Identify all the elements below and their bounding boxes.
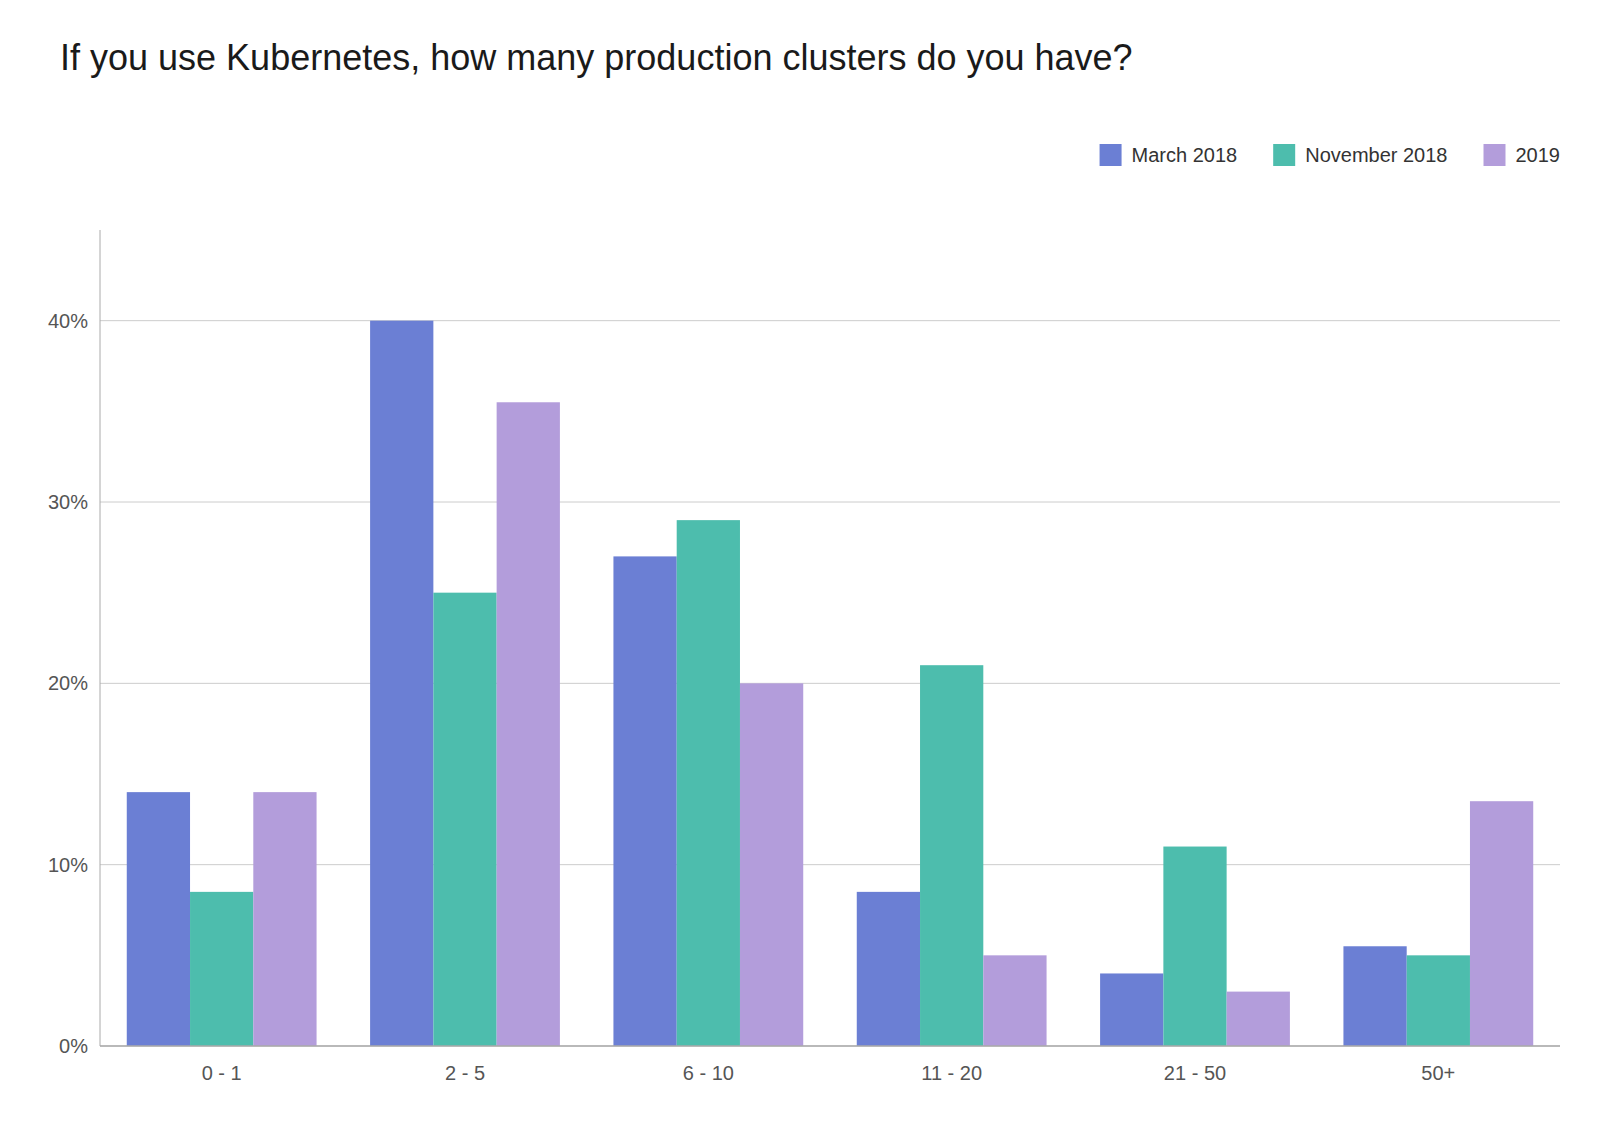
bar — [1343, 946, 1406, 1046]
bar — [497, 402, 560, 1046]
bar — [370, 321, 433, 1046]
bar — [920, 665, 983, 1046]
y-tick-label: 30% — [48, 491, 88, 513]
bar — [613, 556, 676, 1046]
legend-swatch — [1100, 144, 1122, 166]
y-tick-label: 20% — [48, 672, 88, 694]
x-axis-line — [100, 1045, 1560, 1047]
legend-swatch — [1484, 144, 1506, 166]
bar — [677, 520, 740, 1046]
y-axis-line — [100, 230, 101, 1046]
grid-line — [100, 683, 1560, 684]
legend-item: 2019 — [1484, 144, 1561, 166]
y-tick-label: 0% — [59, 1035, 88, 1057]
y-tick-label: 40% — [48, 310, 88, 332]
bar — [190, 892, 253, 1046]
legend-item: March 2018 — [1100, 144, 1238, 166]
bar — [983, 955, 1046, 1046]
grid-line — [100, 320, 1560, 321]
bar — [127, 792, 190, 1046]
grid — [100, 321, 1560, 1046]
legend-swatch — [1273, 144, 1295, 166]
y-tick-label: 10% — [48, 854, 88, 876]
legend: March 2018 November 2018 2019 — [1100, 144, 1560, 166]
legend-label: 2019 — [1516, 144, 1561, 166]
x-tick-label: 0 - 1 — [202, 1062, 242, 1084]
chart: If you use Kubernetes, how many producti… — [0, 0, 1600, 1136]
bar — [1470, 801, 1533, 1046]
bar — [253, 792, 316, 1046]
bar — [857, 892, 920, 1046]
legend-item: November 2018 — [1273, 144, 1447, 166]
x-tick-label: 21 - 50 — [1164, 1062, 1226, 1084]
legend-label: March 2018 — [1132, 144, 1238, 166]
bars — [127, 321, 1533, 1046]
x-tick-label: 50+ — [1421, 1062, 1455, 1084]
grid-line — [100, 864, 1560, 865]
bar — [740, 683, 803, 1046]
legend-label: November 2018 — [1305, 144, 1447, 166]
x-tick-label: 11 - 20 — [921, 1062, 982, 1084]
grid-line — [100, 1046, 1560, 1047]
bar — [1407, 955, 1470, 1046]
title: If you use Kubernetes, how many producti… — [60, 37, 1133, 78]
x-tick-label: 6 - 10 — [683, 1062, 734, 1084]
bar — [1227, 992, 1290, 1046]
bar — [1163, 847, 1226, 1046]
grid-line — [100, 502, 1560, 503]
x-tick-label: 2 - 5 — [445, 1062, 485, 1084]
bar — [433, 593, 496, 1046]
bar — [1100, 973, 1163, 1046]
